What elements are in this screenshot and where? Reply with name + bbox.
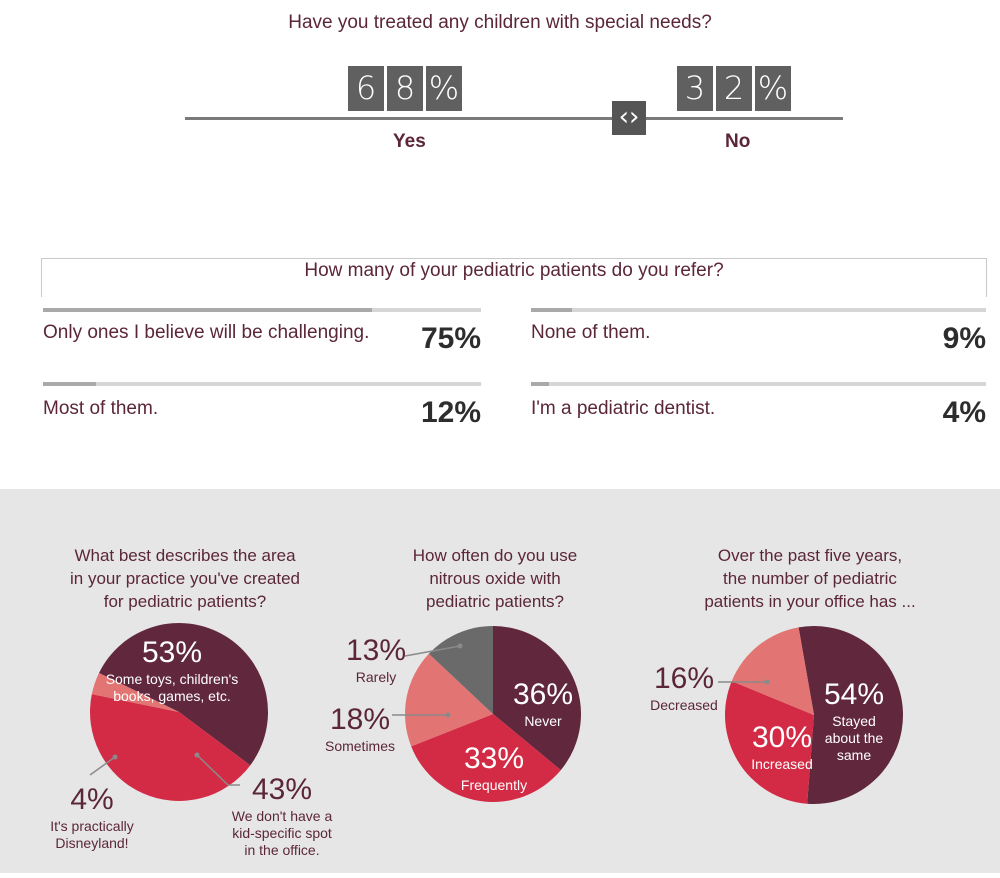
slice-category-label: about the (825, 730, 884, 746)
referral-bar-track (531, 308, 986, 312)
referral-bar-fill (43, 308, 372, 312)
pie-title-line: pediatric patients? (426, 592, 564, 611)
pie-slice (405, 653, 493, 747)
slice-category-label: Rarely (356, 669, 396, 685)
slice-value-label: 16% (654, 662, 714, 695)
referral-bar-track (43, 382, 481, 386)
pie-title-line: Over the past five years, (717, 546, 903, 565)
slice-value-label: 36% (513, 678, 573, 711)
referral-value: 75% (420, 322, 481, 355)
slice-category-label: Decreased (650, 697, 718, 713)
referral-bar-fill (531, 308, 572, 312)
referral-bar-fill (43, 382, 96, 386)
no-percent-display: 3 2 % (677, 66, 791, 111)
leader-line (404, 645, 461, 657)
leader-dot (194, 752, 200, 758)
referral-bar-fill (531, 382, 550, 386)
pie-slice (411, 714, 561, 802)
referral-label: I'm a pediatric dentist. (531, 398, 716, 419)
yes-digit: 8 (387, 66, 423, 111)
pie-slice (798, 626, 903, 804)
yes-digit: 6 (348, 66, 384, 111)
slice-category-label: Disneyland! (55, 835, 128, 851)
no-label: No (725, 131, 751, 152)
special-needs-question: Have you treated any children with speci… (288, 12, 712, 33)
referral-question-box: How many of your pediatric patients do y… (41, 258, 987, 297)
slice-value-label: 53% (142, 636, 202, 669)
referral-bar-track (43, 308, 481, 312)
referral-bar-track (531, 382, 986, 386)
no-digit: % (755, 66, 791, 111)
slice-value-label: 43% (252, 773, 312, 806)
slice-value-label: 30% (752, 721, 812, 754)
no-digit: 3 (677, 66, 713, 111)
slider-handle[interactable]: ‹› (612, 101, 646, 135)
pie-title-line: What best describes the area (74, 546, 296, 565)
slider-track-left (185, 117, 615, 120)
referral-question: How many of your pediatric patients do y… (304, 260, 724, 281)
slice-category-label: same (837, 747, 871, 763)
slice-value-label: 33% (464, 742, 524, 775)
slice-category-label: Never (524, 713, 562, 729)
yes-digit: % (426, 66, 462, 111)
pie-title-practice-area: What best describes the area in your pra… (40, 544, 330, 613)
slice-category-label: in the office. (244, 842, 319, 858)
slice-value-label: 4% (70, 783, 113, 816)
slice-category-label: kid-specific spot (232, 825, 332, 841)
pie-title-line: the number of pediatric (723, 569, 897, 588)
leader-dot (764, 679, 770, 685)
slice-value-label: 18% (330, 703, 390, 736)
slider-track-right (645, 117, 843, 120)
yes-percent-display: 6 8 % (348, 66, 462, 111)
referral-value: 12% (420, 396, 481, 429)
slice-category-label: We don't have a (232, 808, 333, 824)
pie-title-line: patients in your office has ... (704, 592, 916, 611)
pie-title-line: for pediatric patients? (103, 592, 267, 611)
pie-title-nitrous: How often do you use nitrous oxide with … (365, 544, 625, 613)
leader-dot (445, 712, 451, 718)
pie-slice (725, 681, 814, 804)
pie-title-patient-trend: Over the past five years, the number of … (665, 544, 955, 613)
pie-slice (99, 623, 269, 766)
leader-dot (457, 643, 463, 649)
pie-slice (731, 627, 814, 715)
pie-title-line: How often do you use (412, 546, 578, 565)
pie-slice (89, 694, 251, 801)
pie-slice (91, 672, 179, 712)
slice-value-label: 54% (824, 678, 884, 711)
slice-value-label: 13% (346, 634, 406, 667)
referral-label: Most of them. (43, 398, 159, 419)
pie-title-line: nitrous oxide with (429, 569, 561, 588)
slice-category-label: Increased (751, 756, 812, 772)
referral-value: 4% (942, 396, 986, 429)
leader-dot (112, 754, 118, 760)
referral-label: None of them. (531, 322, 651, 343)
slice-category-label: It's practically (50, 818, 134, 834)
pie-chart-section: 53% Some toys, children's books, games, et… (0, 489, 1000, 873)
referral-label: Only ones I believe will be challenging. (43, 322, 370, 343)
leader-line (196, 754, 240, 786)
yes-label: Yes (393, 131, 426, 152)
slice-category-label: Sometimes (325, 738, 395, 754)
pie-title-line: in your practice you've created (69, 569, 301, 588)
referral-value: 9% (942, 322, 986, 355)
no-digit: 2 (716, 66, 752, 111)
slice-category-label: Frequently (461, 777, 527, 793)
slice-category-label: books, games, etc. (113, 688, 231, 704)
slice-category-label: Some toys, children's (106, 671, 239, 687)
pie-slice (493, 626, 582, 771)
slice-category-label: Stayed (832, 713, 876, 729)
leader-line (89, 756, 116, 776)
